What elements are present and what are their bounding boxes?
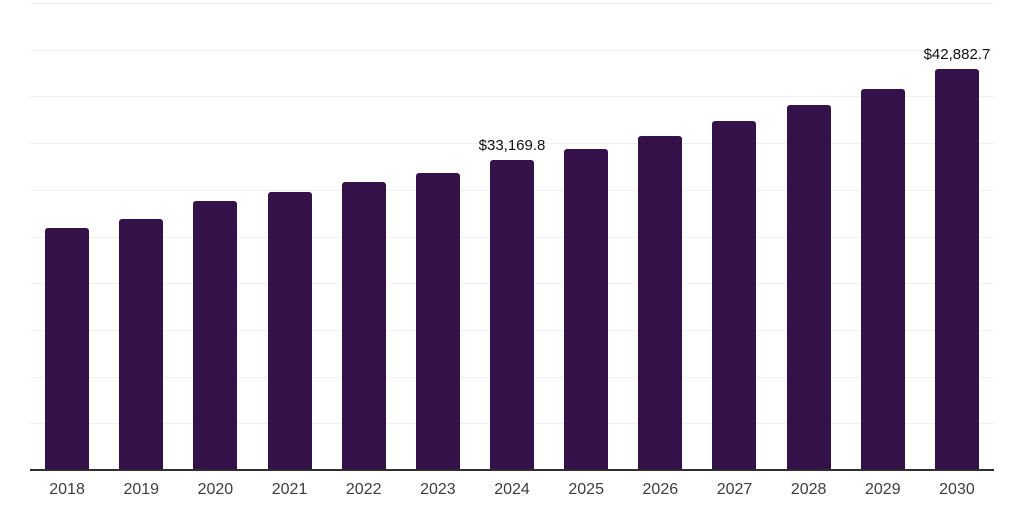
x-tick-label-2019: 2019 <box>123 481 160 498</box>
bar-2022 <box>341 182 386 470</box>
gridline-35000 <box>30 143 994 145</box>
x-axis-labels: 2018 2019 2020 2021 2022 2023 2024 2025 2026 2027… <box>30 481 994 499</box>
bar-slot-2027 <box>697 3 771 470</box>
value-label-2030: $42,882.7 <box>923 46 991 64</box>
x-tick-label-2018: 2018 <box>49 481 85 498</box>
gridline-45000 <box>30 49 994 51</box>
x-tick-label-2028: 2028 <box>790 481 827 498</box>
x-tick-label-2020: 2020 <box>197 481 234 498</box>
x-tick-label-2030: 2030 <box>939 481 975 498</box>
bar-2023 <box>415 172 460 470</box>
gridline-40000 <box>30 96 994 98</box>
bar-slot-2029 <box>846 3 920 470</box>
x-tick-label-2021: 2021 <box>271 481 308 498</box>
bar-slot-2024: $33,169.8 <box>475 3 549 470</box>
bar-slot-2022 <box>327 3 401 470</box>
bar-2025 <box>564 148 609 470</box>
bar-2019 <box>119 219 164 470</box>
bar-2029 <box>860 88 905 470</box>
bar-slot-2030: $42,882.7 <box>920 3 994 470</box>
bar-slot-2026 <box>623 3 697 470</box>
bar-2028 <box>786 104 831 470</box>
bar-slot-2028 <box>772 3 846 470</box>
gridline-50000 <box>30 3 994 4</box>
x-tick-label-2022: 2022 <box>345 481 382 498</box>
x-tick-label-2029: 2029 <box>865 481 901 498</box>
x-tick-label-2025: 2025 <box>568 481 604 498</box>
bar-2024 <box>490 160 535 470</box>
plot-area: $33,169.8 $42,882.7 <box>30 3 994 471</box>
bar-slot-2019 <box>104 3 178 470</box>
bar-2027 <box>712 120 757 470</box>
bar-2020 <box>193 201 238 470</box>
value-label-2024: $33,169.8 <box>478 137 546 155</box>
bar-slot-2020 <box>178 3 252 470</box>
x-tick-label-2026: 2026 <box>642 481 679 498</box>
bar-2021 <box>267 191 312 470</box>
bar-2030 <box>934 69 979 470</box>
x-tick-label-2023: 2023 <box>420 481 456 498</box>
x-axis-line <box>30 469 994 471</box>
bar-2026 <box>638 135 683 470</box>
bar-2018 <box>45 228 90 470</box>
bars: $33,169.8 $42,882.7 <box>30 3 994 470</box>
bar-slot-2023 <box>401 3 475 470</box>
bar-slot-2018 <box>30 3 104 470</box>
bar-slot-2021 <box>252 3 326 470</box>
bar-slot-2025 <box>549 3 623 470</box>
x-tick-label-2024: 2024 <box>494 481 530 498</box>
x-tick-label-2027: 2027 <box>716 481 753 498</box>
